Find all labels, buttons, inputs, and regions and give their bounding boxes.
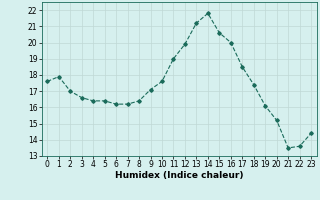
X-axis label: Humidex (Indice chaleur): Humidex (Indice chaleur) (115, 171, 244, 180)
